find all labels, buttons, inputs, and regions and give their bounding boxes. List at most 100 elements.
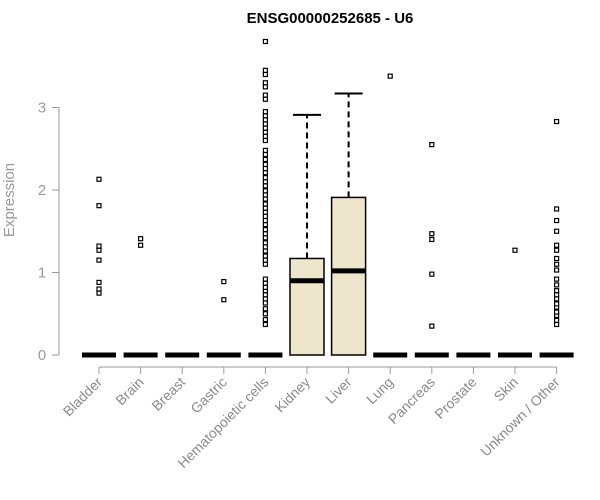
- box-group: [373, 73, 408, 358]
- outlier-point: [387, 73, 393, 79]
- outlier-point: [429, 323, 435, 329]
- outlier-point: [262, 80, 268, 86]
- box-group: [539, 118, 574, 358]
- outlier-point: [96, 203, 102, 209]
- y-tick-label: 0: [38, 347, 46, 364]
- y-tick-label: 1: [38, 265, 46, 282]
- box: [330, 196, 367, 356]
- outlier-point: [553, 255, 560, 262]
- plot-area: [82, 38, 574, 358]
- outlier-point: [262, 165, 268, 172]
- outlier-point: [221, 297, 227, 303]
- outlier-point: [553, 242, 560, 248]
- outlier-point: [512, 247, 518, 253]
- outlier-point: [262, 261, 268, 267]
- box-group: [414, 142, 449, 358]
- outlier-point: [553, 276, 560, 282]
- outlier-point: [262, 38, 268, 45]
- outlier-point: [553, 309, 560, 315]
- outlier-point: [262, 213, 268, 219]
- x-tick-label: Kidney: [272, 374, 314, 416]
- outlier-point: [553, 261, 560, 267]
- outlier-point: [553, 292, 560, 298]
- outlier-point: [262, 311, 268, 317]
- box-group: [498, 247, 532, 358]
- y-axis: 0 1 2 3: [38, 100, 60, 364]
- box-group: [248, 38, 283, 358]
- outlier-point: [262, 196, 268, 202]
- box-group: [206, 278, 241, 358]
- outlier-point: [262, 109, 268, 115]
- outlier-point: [262, 280, 268, 286]
- outlier-point: [96, 290, 102, 296]
- outlier-point: [553, 317, 560, 323]
- outlier-point: [553, 118, 560, 125]
- box-group: [82, 176, 116, 358]
- x-tick-label: Bladder: [60, 374, 106, 420]
- outlier-point: [262, 253, 268, 259]
- outlier-point: [553, 321, 560, 328]
- outlier-point: [429, 271, 435, 277]
- y-axis-label: Expression: [1, 163, 18, 237]
- outlier-point: [262, 183, 268, 189]
- outlier-point: [553, 217, 560, 224]
- outlier-point: [262, 306, 268, 312]
- outlier-point: [262, 179, 268, 185]
- outlier-point: [262, 133, 268, 139]
- outlier-point: [262, 170, 268, 176]
- outlier-point: [221, 278, 227, 285]
- outlier-point: [138, 236, 144, 242]
- x-tick-label: Liver: [322, 374, 355, 407]
- box-group: [330, 92, 367, 356]
- outlier-point: [262, 151, 268, 158]
- outlier-point: [262, 175, 268, 181]
- outlier-point: [429, 236, 435, 243]
- outlier-point: [262, 244, 268, 250]
- y-tick-label: 3: [38, 100, 46, 117]
- outlier-point: [96, 247, 102, 253]
- outlier-point: [262, 284, 268, 290]
- outlier-point: [262, 125, 268, 131]
- outlier-point: [262, 300, 268, 306]
- box-group: [289, 113, 325, 356]
- outlier-point: [262, 316, 268, 323]
- outlier-point: [262, 296, 268, 302]
- outlier-point: [553, 296, 560, 302]
- outlier-point: [553, 228, 560, 234]
- outlier-point: [429, 142, 435, 148]
- outlier-point: [262, 321, 268, 328]
- x-tick-label: Skin: [491, 374, 522, 405]
- x-tick-label: Brain: [112, 374, 146, 408]
- outlier-point: [262, 292, 268, 298]
- outlier-point: [262, 192, 268, 198]
- outlier-point: [262, 222, 268, 228]
- outlier-point: [262, 71, 268, 78]
- outlier-point: [262, 201, 268, 207]
- outlier-point: [262, 113, 268, 119]
- outlier-point: [553, 247, 560, 253]
- outlier-point: [262, 67, 268, 73]
- outlier-point: [262, 96, 268, 102]
- outlier-point: [553, 267, 560, 273]
- x-tick-label: Lung: [363, 374, 396, 407]
- outlier-point: [262, 257, 268, 263]
- outlier-point: [138, 242, 144, 248]
- outlier-point: [96, 176, 102, 182]
- outlier-point: [262, 156, 268, 163]
- outlier-point: [262, 231, 268, 237]
- outlier-point: [262, 235, 268, 241]
- y-tick-label: 2: [38, 182, 46, 199]
- outlier-point: [262, 240, 268, 246]
- outlier-point: [262, 137, 268, 144]
- outlier-point: [262, 205, 268, 211]
- outlier-point: [553, 206, 560, 212]
- outlier-point: [262, 161, 268, 168]
- outlier-point: [262, 276, 268, 282]
- outlier-point: [96, 243, 102, 249]
- outlier-point: [262, 188, 268, 194]
- outlier-point: [96, 286, 102, 292]
- outlier-point: [262, 117, 268, 123]
